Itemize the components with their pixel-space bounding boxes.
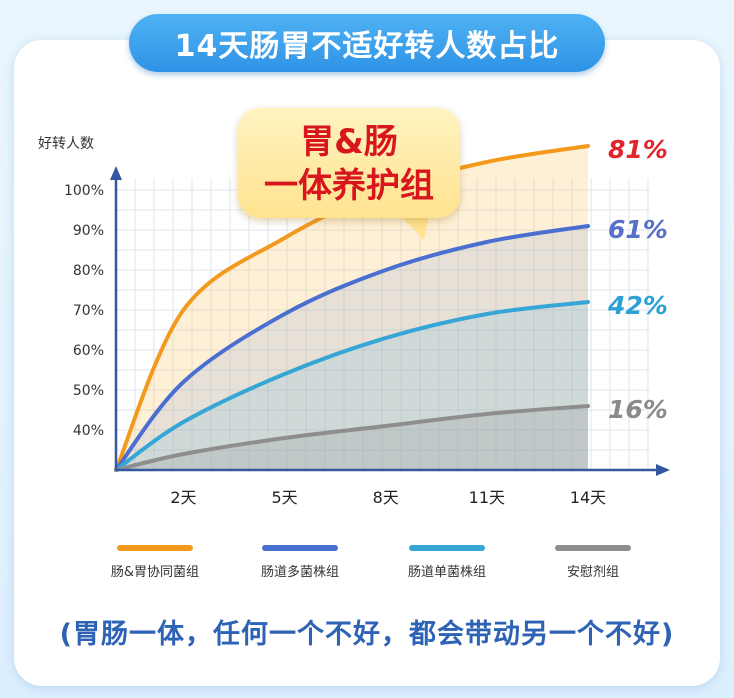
x-tick-label: 14天 xyxy=(570,488,606,507)
y-tick-label: 100% xyxy=(64,183,104,199)
legend-swatch-3 xyxy=(409,545,485,551)
series-area-1 xyxy=(116,146,588,470)
series-line-1 xyxy=(114,144,590,472)
y-tick-label: 60% xyxy=(73,343,104,359)
callout-line-1: 胃&肠 xyxy=(300,122,398,162)
y-tick-label: 70% xyxy=(73,303,104,319)
series-line-4 xyxy=(114,404,590,472)
legend-label-3: 肠道单菌株组 xyxy=(407,565,486,580)
legend-item-4: 安慰剂组 xyxy=(523,545,663,580)
callout-bubble: 胃&肠 一体养护组 xyxy=(238,108,460,218)
legend-item-2: 肠道多菌株组 xyxy=(230,545,370,580)
end-label-3: 42% xyxy=(607,291,668,320)
x-tick-label: 11天 xyxy=(469,488,505,507)
y-tick-label: 90% xyxy=(73,223,104,239)
series-area-4 xyxy=(116,406,588,470)
series-line-2 xyxy=(114,224,590,472)
legend-item-3: 肠道单菌株组 xyxy=(377,545,517,580)
y-axis-arrow xyxy=(110,166,122,180)
y-axis-label: 好转人数 xyxy=(38,136,94,152)
legend-swatch-4 xyxy=(555,545,631,551)
end-label-4: 16% xyxy=(608,395,668,424)
legend-label-2: 肠道多菌株组 xyxy=(260,565,339,580)
chart-title: 14天肠胃不适好转人数占比 xyxy=(129,14,605,72)
legend-swatch-2 xyxy=(262,545,338,551)
footnote: (胃肠一体，任何一个不好，都会带动另一个不好) xyxy=(59,619,675,650)
series-area-3 xyxy=(116,302,588,470)
legend-label-1: 肠&胃协同菌组 xyxy=(110,565,200,580)
legend-item-1: 肠&胃协同菌组 xyxy=(85,545,225,580)
legend-swatch-1 xyxy=(117,545,193,551)
x-tick-label: 2天 xyxy=(170,488,196,507)
x-axis-arrow xyxy=(656,464,670,476)
callout-line-2: 一体养护组 xyxy=(264,166,434,206)
series-line-3 xyxy=(114,300,590,472)
end-label-2: 61% xyxy=(608,215,668,244)
y-tick-label: 40% xyxy=(73,423,104,439)
x-tick-label: 8天 xyxy=(373,488,399,507)
y-tick-label: 80% xyxy=(73,263,104,279)
end-label-1: 81% xyxy=(608,135,668,164)
x-tick-label: 5天 xyxy=(271,488,297,507)
y-tick-label: 50% xyxy=(73,383,104,399)
legend: 肠&胃协同菌组 肠道多菌株组 肠道单菌株组 安慰剂组 xyxy=(0,545,734,585)
legend-label-4: 安慰剂组 xyxy=(566,565,619,580)
